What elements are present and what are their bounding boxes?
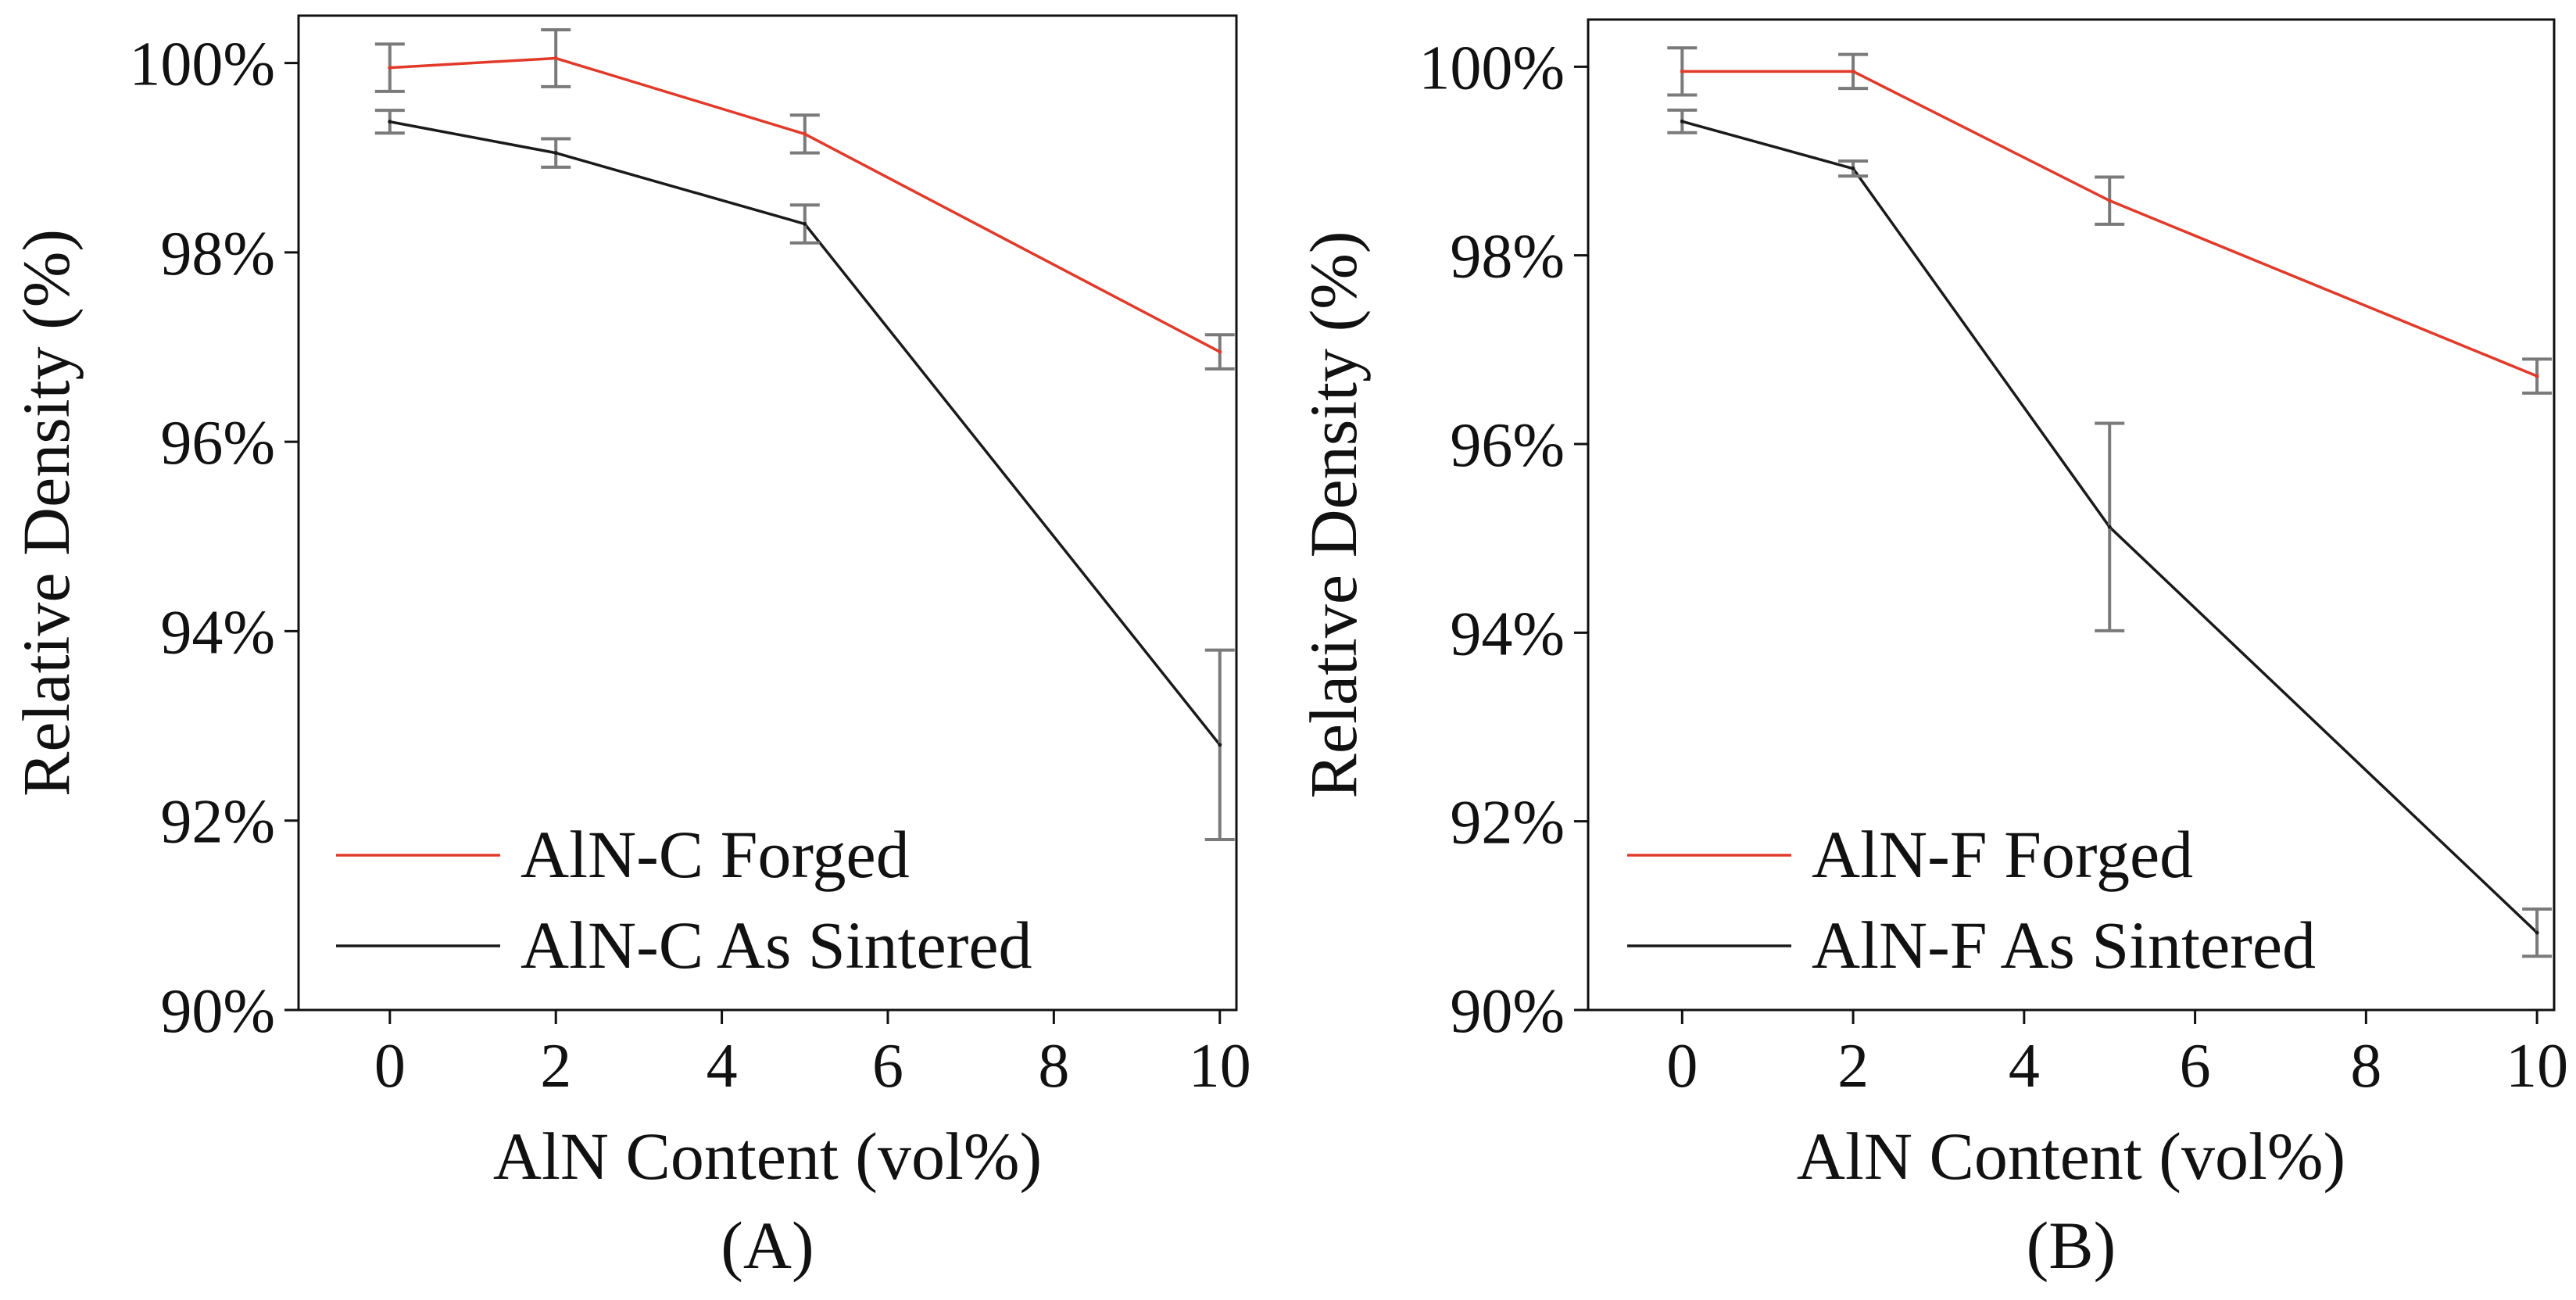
x-tick-label: 8 xyxy=(2350,1032,2381,1101)
plot-frame xyxy=(1587,18,2556,1012)
legend-label: AlN-F Forged xyxy=(1812,817,2193,892)
data-point xyxy=(2107,525,2112,529)
x-tick-label: 6 xyxy=(2180,1032,2211,1101)
y-tick-label: 94% xyxy=(1450,600,1565,668)
error-bar xyxy=(2095,421,2125,632)
error-bar xyxy=(1204,333,1235,371)
data-point xyxy=(2107,199,2112,203)
x-tick-label: 4 xyxy=(2009,1032,2040,1101)
chart-panel-b: 90% 92% 94% 96% 98% 100% 0 2 4 6 8 10 AlN Content (v… xyxy=(1296,18,2568,1283)
data-point xyxy=(1218,349,1222,354)
y-tick-label: 98% xyxy=(160,220,275,288)
x-tick-label: 2 xyxy=(1837,1032,1869,1101)
error-bar xyxy=(374,42,405,93)
error-bar xyxy=(789,113,820,155)
plot-frame xyxy=(297,14,1238,1012)
series-line-sintered xyxy=(389,120,1222,746)
data-point xyxy=(1680,119,1684,124)
error-bar xyxy=(1838,52,1869,91)
x-axis-label: AlN Content (vol%) xyxy=(1797,1119,2345,1194)
data-point xyxy=(553,56,558,61)
x-tick-label: 0 xyxy=(1666,1032,1698,1101)
y-tick-label: 92% xyxy=(1450,789,1565,858)
x-tick-label: 0 xyxy=(374,1032,406,1101)
error-bar xyxy=(789,203,820,245)
series-line-forged xyxy=(1682,70,2538,378)
error-bar xyxy=(374,109,405,135)
x-tick-label: 4 xyxy=(707,1032,738,1101)
y-tick-label: 100% xyxy=(1419,34,1565,102)
legend-label: AlN-C Forged xyxy=(521,817,910,892)
y-tick-label: 90% xyxy=(1450,977,1565,1046)
error-bar xyxy=(1204,648,1235,841)
error-bar xyxy=(541,28,571,88)
y-axis-label: Relative Density (%) xyxy=(9,229,84,797)
data-point xyxy=(388,120,392,124)
x-tick-label: 8 xyxy=(1038,1032,1069,1101)
legend-label: AlN-F As Sintered xyxy=(1812,908,2316,983)
series-line-sintered xyxy=(1681,120,2538,934)
y-tick-label: 98% xyxy=(1450,223,1565,292)
y-tick-label: 96% xyxy=(160,409,275,478)
chart-panel-a: 90% 92% 94% 96% 98% 100% 0 2 4 6 8 10 AlN Content (v… xyxy=(9,14,1251,1283)
x-tick-label: 10 xyxy=(1189,1032,1251,1101)
error-bar xyxy=(2095,175,2125,226)
x-tick-label: 10 xyxy=(2506,1032,2568,1101)
series-line-forged xyxy=(389,56,1221,353)
data-point xyxy=(803,222,807,227)
error-bar xyxy=(2522,907,2553,958)
data-point xyxy=(553,151,558,156)
y-axis-label: Relative Density (%) xyxy=(1296,231,1371,798)
data-point xyxy=(1851,69,1855,73)
data-point xyxy=(1851,167,1855,171)
y-tick-label: 100% xyxy=(129,30,275,99)
x-tick-label: 6 xyxy=(872,1032,903,1101)
data-point xyxy=(2535,930,2539,935)
y-tick-label: 90% xyxy=(160,977,275,1046)
panel-label: (B) xyxy=(2027,1208,2116,1283)
panel-label: (A) xyxy=(721,1208,814,1283)
error-bar xyxy=(541,137,571,169)
x-tick-label: 2 xyxy=(540,1032,571,1101)
legend-label: AlN-C As Sintered xyxy=(521,908,1032,983)
data-point xyxy=(2535,374,2539,378)
data-point xyxy=(803,131,807,136)
y-tick-label: 92% xyxy=(160,788,275,857)
error-bar xyxy=(1667,108,1698,134)
data-point xyxy=(1680,69,1684,73)
y-tick-label: 96% xyxy=(1450,411,1565,480)
data-point xyxy=(1218,743,1222,747)
data-point xyxy=(388,66,392,70)
error-bar xyxy=(2522,357,2553,395)
error-bar xyxy=(1838,159,1869,178)
x-axis-label: AlN Content (vol%) xyxy=(493,1119,1042,1194)
error-bar xyxy=(1667,46,1698,97)
y-tick-label: 94% xyxy=(160,598,275,667)
